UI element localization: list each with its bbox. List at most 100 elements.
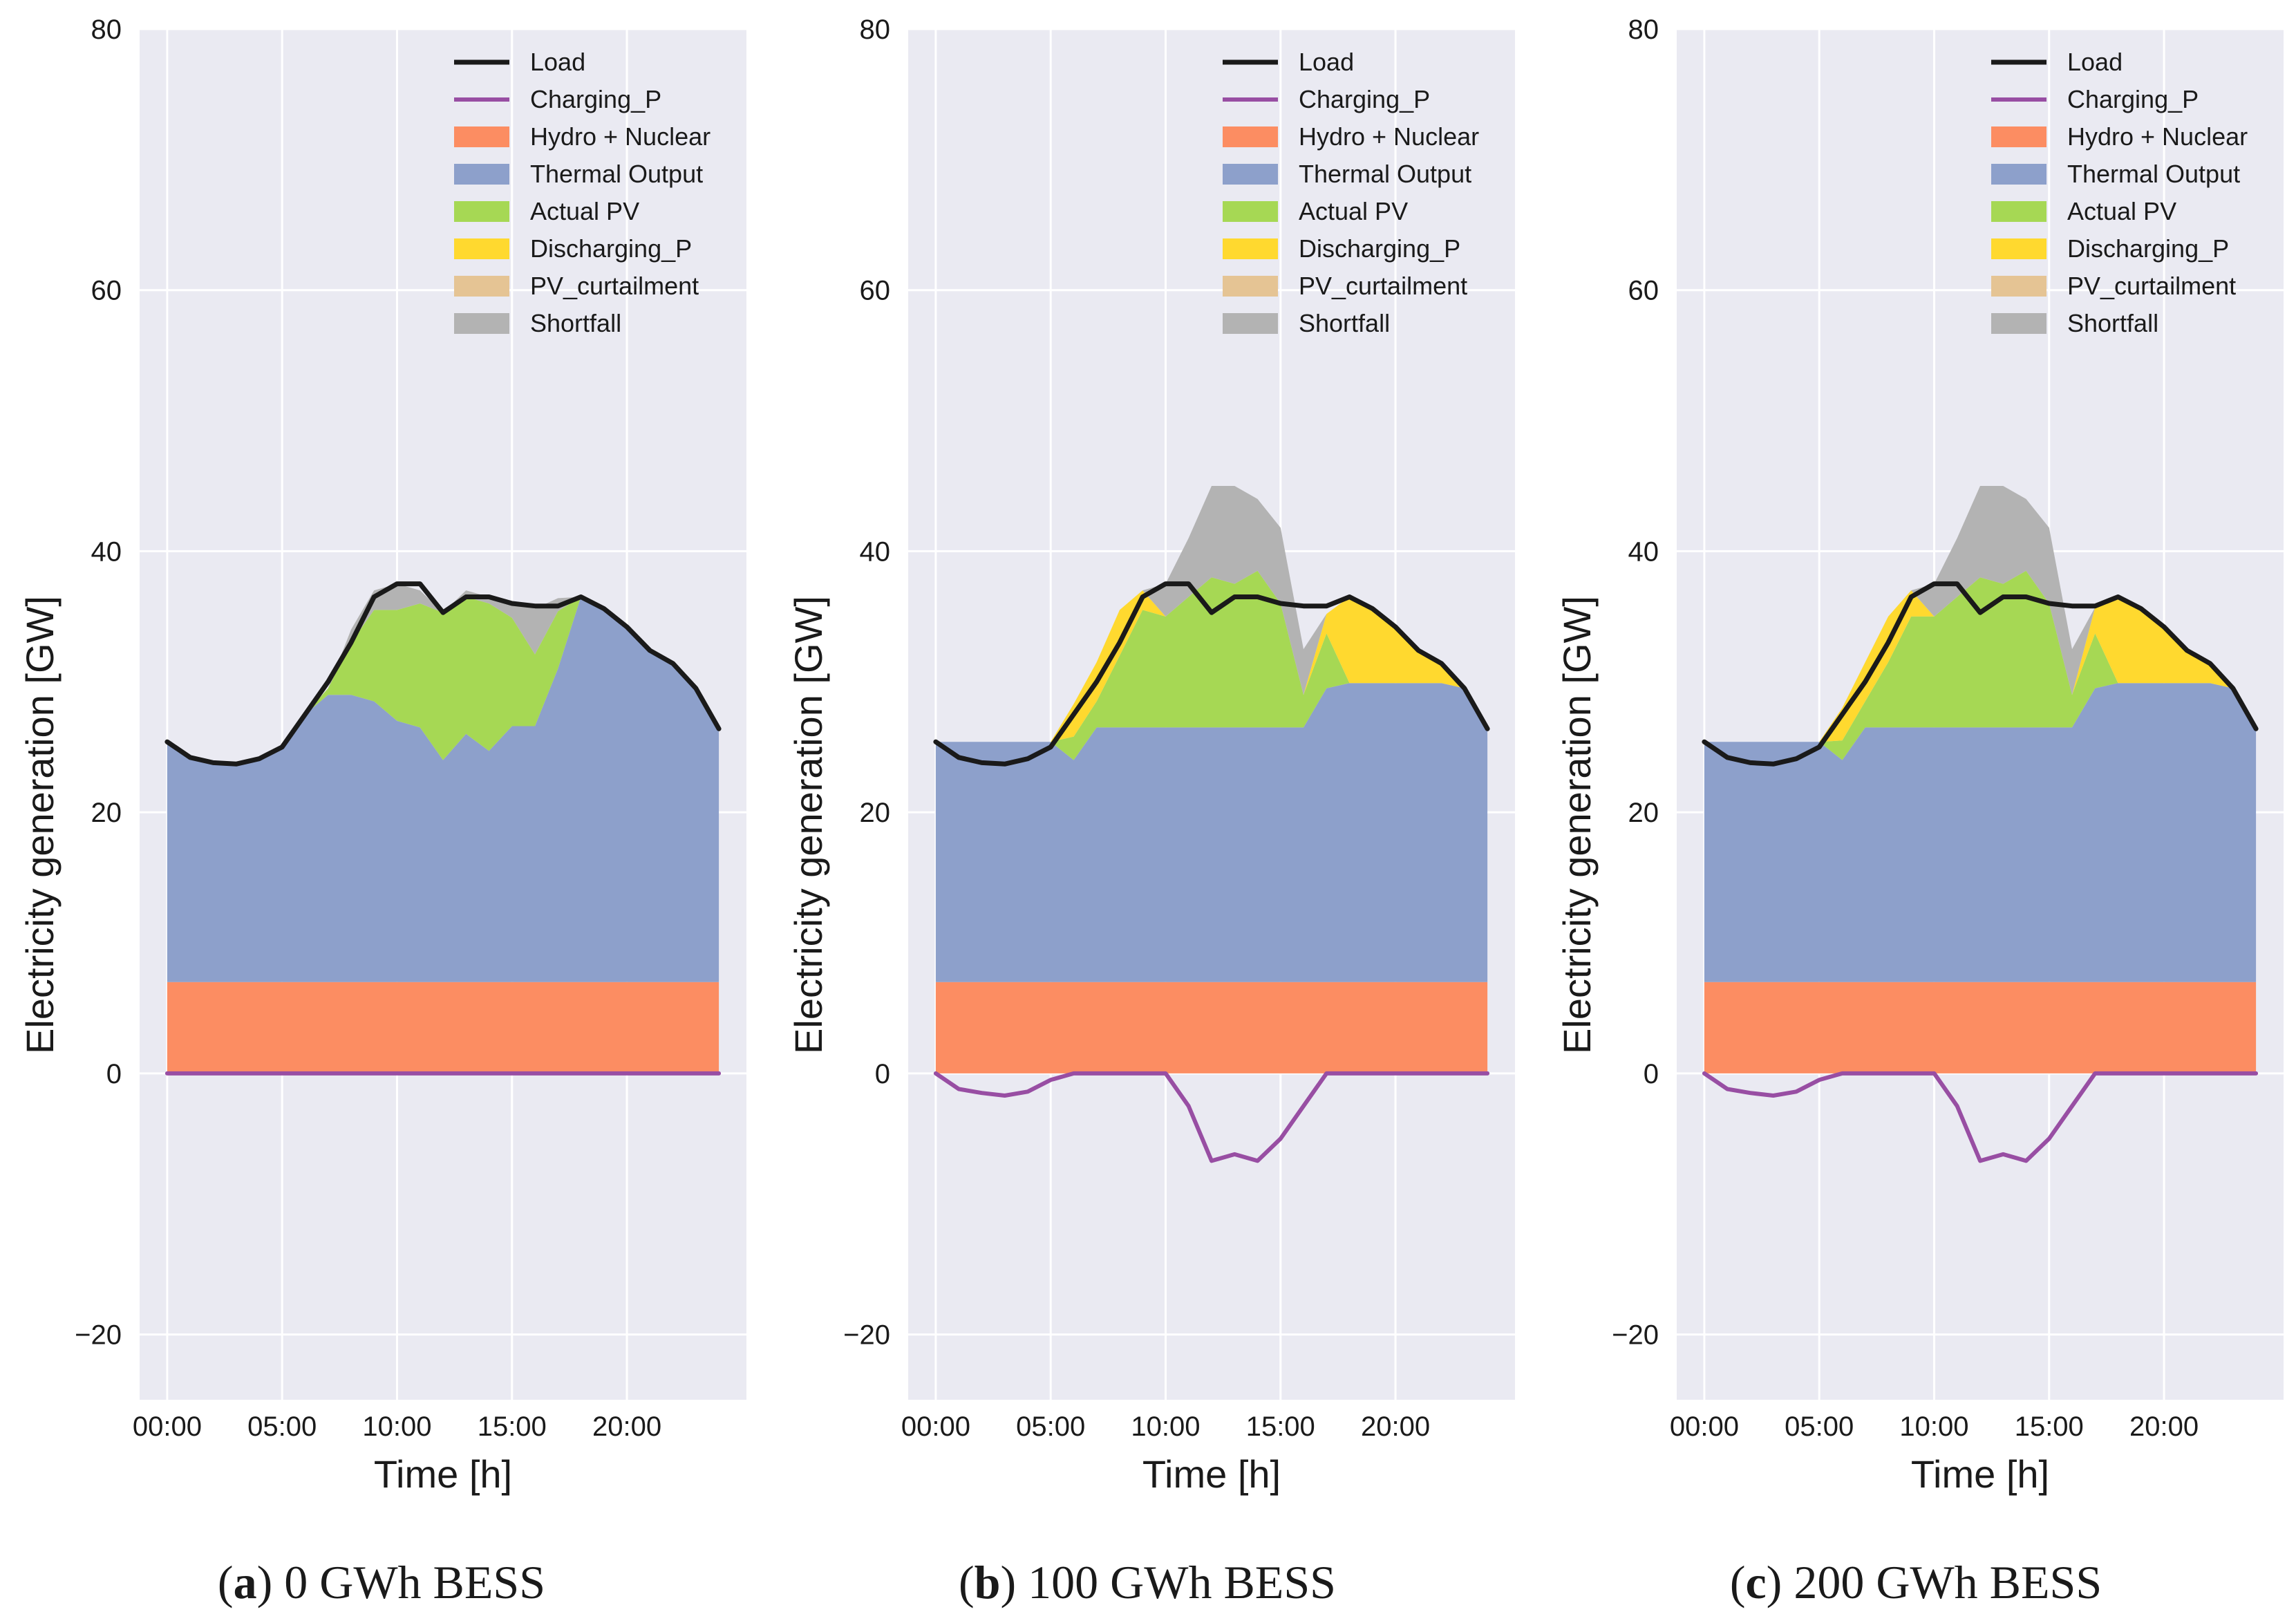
legend-swatch-discharging-p [1991, 238, 2046, 259]
area-thermal-output [167, 597, 719, 982]
y-tick-label: 0 [106, 1059, 122, 1089]
area-thermal-output [935, 683, 1488, 982]
line-load [1702, 581, 2259, 767]
legend-swatch-hydro-nuclear [454, 126, 509, 147]
y-tick-label: 0 [875, 1059, 890, 1089]
y-tick-label: 80 [91, 15, 122, 45]
legend-label-discharging-p: Discharging_P [2067, 234, 2229, 263]
caption-letter: a [234, 1556, 257, 1608]
caption-letter: b [975, 1556, 1001, 1608]
legend-label-actual-pv: Actual PV [530, 197, 639, 225]
y-tick-label: 60 [860, 276, 891, 306]
legend: Load Charging_P Hydro + Nuclear Thermal Out… [454, 48, 711, 337]
legend-swatch-hydro-nuclear [1223, 126, 1278, 147]
legend-label-thermal-output: Thermal Output [1299, 160, 1471, 188]
y-tick-label: 0 [1644, 1059, 1659, 1089]
x-tick-label: 20:00 [1361, 1411, 1430, 1442]
legend: Load Charging_P Hydro + Nuclear Thermal Out… [1223, 48, 1479, 337]
legend-swatch-thermal-output [454, 164, 509, 185]
x-tick-label: 20:00 [2129, 1411, 2199, 1442]
x-tick-label: 10:00 [362, 1411, 431, 1442]
y-tick-label: 20 [860, 798, 891, 828]
area-thermal-output [1704, 683, 2257, 982]
legend-label-thermal-output: Thermal Output [2067, 160, 2240, 188]
y-tick-label: −20 [843, 1320, 890, 1351]
legend-label-load: Load [530, 48, 585, 76]
legend-label-shortfall: Shortfall [1299, 309, 1390, 337]
legend-label-load: Load [1299, 48, 1354, 76]
x-tick-label: 05:00 [1016, 1411, 1085, 1442]
area-shortfall [935, 486, 1488, 742]
legend-swatch-shortfall [1991, 313, 2046, 334]
x-tick-label: 00:00 [901, 1411, 970, 1442]
legend-label-pv-curtailment: PV_curtailment [1299, 272, 1467, 300]
caption-letter: c [1745, 1556, 1766, 1608]
legend-swatch-discharging-p [454, 238, 509, 259]
caption-text: 100 GWh BESS [1028, 1556, 1336, 1608]
chart-panel-c: 00:00 05:00 10:00 15:00 20:00 −20 0 20 40 60 80 Tim… [1555, 15, 2284, 1608]
x-tick-label: 15:00 [1246, 1411, 1315, 1442]
legend-swatch-thermal-output [1991, 164, 2046, 185]
x-tick-label: 00:00 [1670, 1411, 1739, 1442]
y-tick-label: 60 [91, 276, 122, 306]
legend-swatch-discharging-p [1223, 238, 1278, 259]
area-shortfall [1704, 486, 2257, 742]
area-discharging-p [935, 570, 1488, 742]
area-hydro-nuclear [935, 982, 1488, 1073]
legend-swatch-actual-pv [454, 201, 509, 222]
chart-panel-a: 00:00 05:00 10:00 15:00 20:00 −20 0 20 40 60 80 Tim… [18, 15, 746, 1608]
y-tick-label: 40 [1628, 536, 1659, 567]
legend-swatch-pv-curtailment [1991, 276, 2046, 297]
line-charging-p [933, 1071, 1490, 1163]
figure-caption: (c) 200 GWh BESS [1730, 1556, 2102, 1608]
y-axis-label: Electricity generation [GW] [787, 596, 830, 1054]
legend-swatch-pv-curtailment [1223, 276, 1278, 297]
chart-panel-b: 00:00 05:00 10:00 15:00 20:00 −20 0 20 40 60 80 Tim… [787, 15, 1515, 1608]
legend-label-charging-p: Charging_P [1299, 85, 1430, 113]
legend-label-shortfall: Shortfall [2067, 309, 2158, 337]
legend-label-pv-curtailment: PV_curtailment [530, 272, 699, 300]
legend-label-actual-pv: Actual PV [2067, 197, 2176, 225]
y-tick-label: 40 [91, 536, 122, 567]
legend-label-shortfall: Shortfall [530, 309, 621, 337]
x-axis-label: Time [h] [1142, 1452, 1281, 1496]
legend-label-hydro-nuclear: Hydro + Nuclear [1299, 122, 1479, 151]
legend-label-charging-p: Charging_P [2067, 85, 2199, 113]
legend-label-pv-curtailment: PV_curtailment [2067, 272, 2236, 300]
x-tick-label: 10:00 [1131, 1411, 1200, 1442]
y-axis-label: Electricity generation [GW] [18, 596, 62, 1054]
line-load [933, 581, 1490, 767]
y-tick-label: 80 [1628, 15, 1659, 45]
x-tick-label: 00:00 [133, 1411, 202, 1442]
area-discharging-p [1704, 570, 2257, 742]
figure-caption: (a) 0 GWh BESS [218, 1556, 545, 1608]
legend-label-actual-pv: Actual PV [1299, 197, 1408, 225]
legend-swatch-actual-pv [1991, 201, 2046, 222]
legend-swatch-pv-curtailment [454, 276, 509, 297]
line-charging-p [1702, 1071, 2259, 1163]
legend-label-discharging-p: Discharging_P [530, 234, 692, 263]
x-axis-label: Time [h] [374, 1452, 512, 1496]
x-tick-label: 05:00 [1785, 1411, 1854, 1442]
caption-text: 200 GWh BESS [1794, 1556, 2102, 1608]
y-axis-label: Electricity generation [GW] [1555, 596, 1599, 1054]
y-tick-label: −20 [75, 1320, 122, 1351]
y-tick-label: 20 [1628, 798, 1659, 828]
area-actual-pv [167, 597, 719, 764]
legend-swatch-shortfall [454, 313, 509, 334]
x-tick-label: 15:00 [2015, 1411, 2084, 1442]
y-tick-label: 80 [860, 15, 891, 45]
caption-text: 0 GWh BESS [284, 1556, 545, 1608]
legend-label-thermal-output: Thermal Output [530, 160, 703, 188]
x-axis-label: Time [h] [1911, 1452, 2049, 1496]
x-tick-label: 20:00 [592, 1411, 661, 1442]
area-actual-pv [935, 570, 1488, 760]
legend-swatch-hydro-nuclear [1991, 126, 2046, 147]
area-hydro-nuclear [167, 982, 719, 1073]
line-load [164, 581, 722, 767]
x-tick-label: 05:00 [247, 1411, 317, 1442]
legend: Load Charging_P Hydro + Nuclear Thermal Out… [1991, 48, 2248, 337]
legend-label-hydro-nuclear: Hydro + Nuclear [530, 122, 711, 151]
legend-swatch-thermal-output [1223, 164, 1278, 185]
